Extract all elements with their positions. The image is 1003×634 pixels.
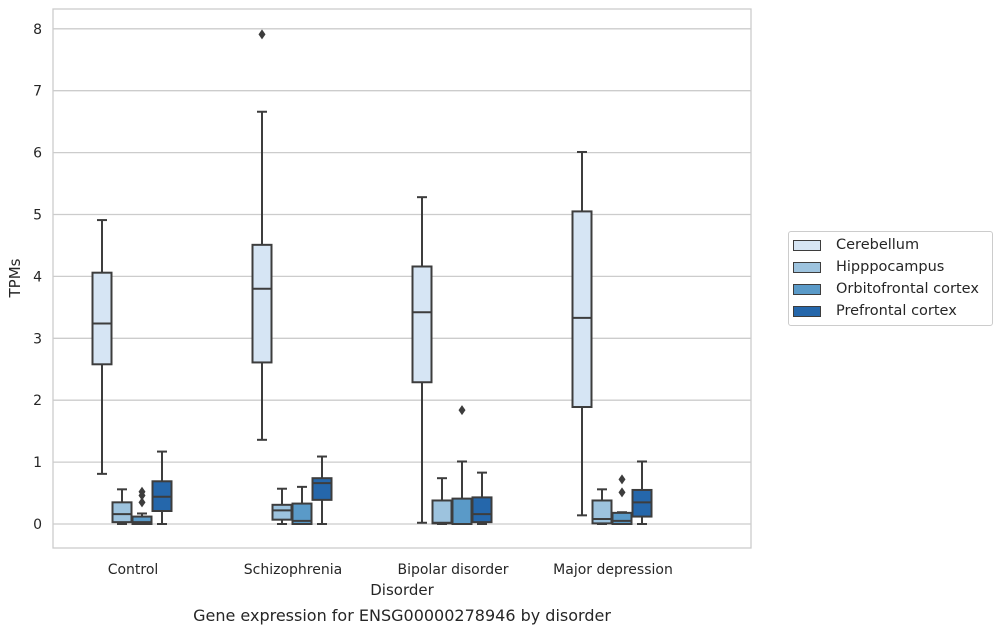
- legend-label-orbitofrontal-cortex: Orbitofrontal cortex: [836, 281, 979, 297]
- box-hipppocampus-control: [111, 488, 133, 525]
- box-cerebellum-bipolar-disorder: [411, 196, 433, 524]
- plot-frame: [52, 8, 752, 549]
- legend-swatch-prefrontal-cortex: [793, 305, 821, 317]
- box-cerebellum-major-depression: [571, 150, 593, 517]
- box-orbitofrontal-cortex-schizophrenia-iqr: [291, 502, 313, 525]
- y-tick-label-6: 6: [33, 146, 42, 162]
- legend-swatch-orbitofrontal-cortex: [793, 283, 821, 295]
- chart-caption: Gene expression for ENSG00000278946 by d…: [193, 606, 611, 625]
- legend-swatch-hippocampus: [793, 261, 821, 273]
- box-prefrontal-cortex-control: [151, 450, 173, 525]
- box-series-group: [91, 29, 653, 526]
- x-tick-labels: Control Schizophrenia Bipolar disorder Majo…: [108, 562, 673, 578]
- gridlines: [53, 28, 751, 525]
- x-tick-label-schizophrenia: Schizophrenia: [244, 562, 342, 578]
- box-hipppocampus-bipolar-disorder: [431, 477, 453, 525]
- legend-item-hippocampus: Hipppocampus: [793, 256, 944, 278]
- box-prefrontal-cortex-bipolar-disorder: [471, 471, 493, 525]
- box-prefrontal-cortex-major-depression: [631, 460, 653, 525]
- y-tick-label-5: 5: [33, 208, 42, 224]
- box-orbitofrontal-cortex-control: [131, 486, 153, 526]
- box-hipppocampus-bipolar-disorder-iqr: [431, 499, 453, 525]
- y-tick-label-4: 4: [33, 269, 42, 285]
- box-orbitofrontal-cortex-control-outlier-0: [138, 497, 146, 508]
- box-hipppocampus-schizophrenia-iqr: [271, 503, 293, 521]
- box-orbitofrontal-cortex-major-depression-outlier-0: [618, 487, 626, 498]
- box-cerebellum-major-depression-iqr: [571, 210, 593, 409]
- box-prefrontal-cortex-bipolar-disorder-iqr: [471, 496, 493, 524]
- box-cerebellum-schizophrenia: [251, 29, 273, 441]
- y-tick-label-3: 3: [33, 331, 42, 347]
- box-prefrontal-cortex-schizophrenia: [311, 455, 333, 525]
- y-tick-label-8: 8: [33, 22, 42, 38]
- box-cerebellum-schizophrenia-iqr: [251, 243, 273, 364]
- box-cerebellum-control-iqr: [91, 271, 113, 366]
- legend-item-orbitofrontal-cortex: Orbitofrontal cortex: [793, 278, 979, 300]
- box-cerebellum-bipolar-disorder-iqr: [411, 265, 433, 384]
- box-orbitofrontal-cortex-bipolar-disorder-outlier-0: [458, 405, 466, 416]
- x-tick-label-control: Control: [108, 562, 159, 578]
- y-tick-labels: 0 1 2 3 4 5 6 7 8: [33, 22, 42, 533]
- box-orbitofrontal-cortex-bipolar-disorder-iqr: [451, 497, 473, 526]
- y-axis-label: TPMs: [6, 258, 24, 298]
- box-orbitofrontal-cortex-control-outlier-2: [138, 486, 146, 497]
- box-hipppocampus-major-depression: [591, 488, 613, 525]
- legend-item-prefrontal-cortex: Prefrontal cortex: [793, 300, 957, 322]
- y-tick-label-1: 1: [33, 455, 42, 471]
- legend-item-cerebellum: Cerebellum: [793, 234, 919, 256]
- plot-area: [53, 9, 751, 548]
- y-tick-label-2: 2: [33, 393, 42, 409]
- box-orbitofrontal-cortex-major-depression-iqr: [611, 511, 633, 525]
- legend-label-cerebellum: Cerebellum: [836, 237, 920, 253]
- box-cerebellum-schizophrenia-outlier-0: [258, 29, 266, 40]
- x-tick-label-bipolar-disorder: Bipolar disorder: [397, 562, 508, 578]
- y-tick-label-7: 7: [33, 84, 42, 100]
- legend: Cerebellum Hipppocampus Orbitofrontal co…: [788, 231, 993, 326]
- box-orbitofrontal-cortex-major-depression: [611, 474, 633, 525]
- x-tick-label-major-depression: Major depression: [553, 562, 673, 578]
- box-cerebellum-control: [91, 219, 113, 475]
- box-prefrontal-cortex-schizophrenia-iqr: [311, 477, 333, 501]
- legend-swatch-cerebellum: [793, 239, 821, 251]
- legend-label-hippocampus: Hipppocampus: [836, 259, 945, 275]
- y-tick-label-0: 0: [33, 517, 42, 533]
- x-axis-label: Disorder: [370, 581, 434, 599]
- legend-label-prefrontal-cortex: Prefrontal cortex: [836, 303, 957, 319]
- box-orbitofrontal-cortex-major-depression-outlier-1: [618, 474, 626, 485]
- box-orbitofrontal-cortex-control-iqr: [131, 515, 153, 526]
- box-orbitofrontal-cortex-schizophrenia: [291, 485, 313, 525]
- box-hipppocampus-control-iqr: [111, 501, 133, 524]
